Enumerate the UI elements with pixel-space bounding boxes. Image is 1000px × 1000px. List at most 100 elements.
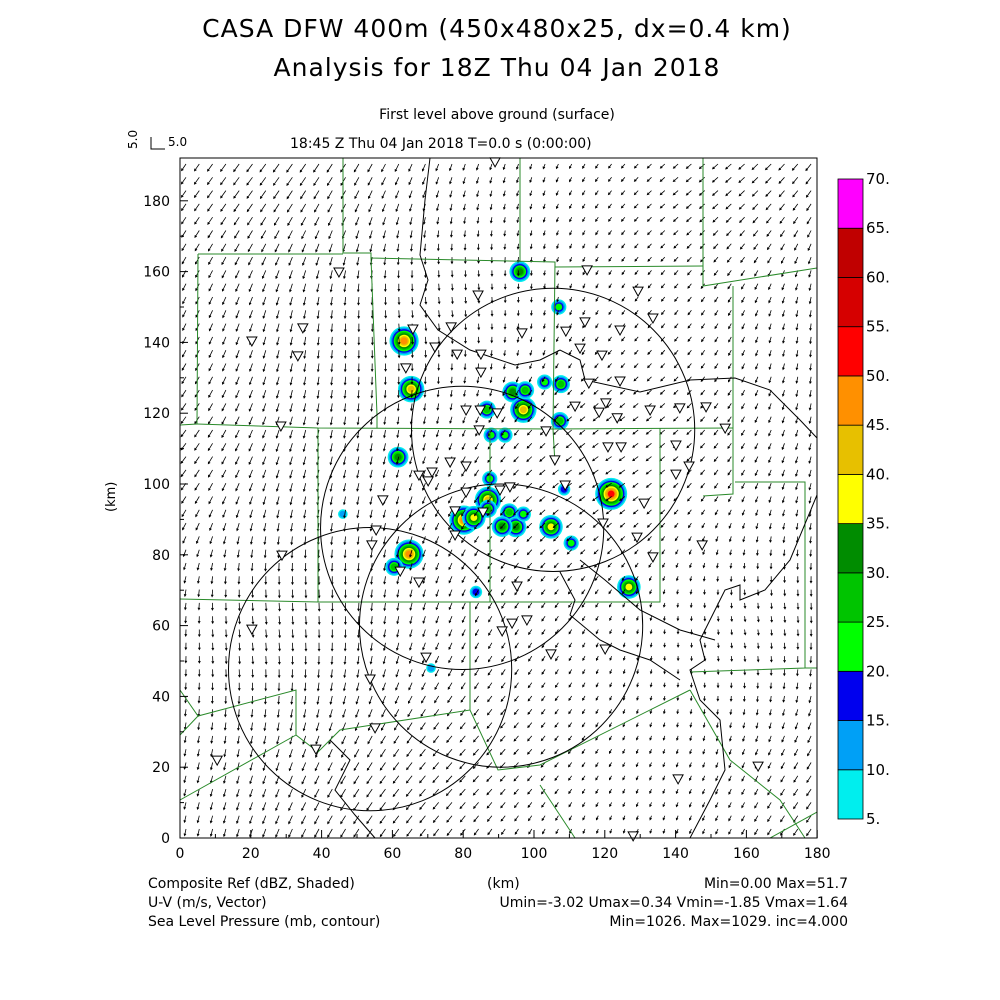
wind-vector [645, 416, 652, 422]
wind-vector-field [180, 163, 813, 838]
wind-vector [755, 323, 759, 330]
wind-vector [618, 456, 626, 462]
station-marker-icon [540, 426, 552, 437]
wind-vector [608, 177, 612, 182]
wind-vector [369, 443, 373, 452]
wind-vector [419, 762, 426, 771]
wind-vector [343, 283, 347, 293]
colorbar-swatch [837, 769, 864, 820]
wind-vector [809, 616, 813, 624]
wind-vector [221, 429, 227, 439]
wind-vector [755, 722, 759, 729]
wind-vector [663, 629, 667, 635]
wind-vector [686, 243, 692, 249]
reflectivity-cell [483, 427, 499, 443]
wind-vector [542, 336, 546, 343]
wind-vector [392, 775, 400, 784]
wind-vector [384, 350, 388, 359]
wind-vector [580, 403, 586, 409]
wind-vector [609, 788, 612, 794]
x-tick-label: 40 [313, 846, 331, 862]
wind-vector [207, 429, 213, 438]
wind-vector [328, 230, 333, 240]
level-label: First level above ground (surface) [379, 107, 615, 123]
wind-vector [660, 270, 666, 276]
wind-vector [662, 788, 666, 794]
reflectivity-contour [505, 508, 513, 516]
wind-vector [503, 310, 507, 317]
reflectivity-contour [407, 385, 415, 393]
wind-vector [742, 709, 746, 716]
wind-vector [276, 323, 280, 333]
wind-vector [502, 163, 506, 171]
wind-vector [595, 788, 599, 794]
wind-vector [342, 682, 346, 692]
wind-vector [445, 762, 453, 770]
wind-vector [274, 243, 280, 253]
wind-vector [566, 416, 572, 422]
wind-vector [207, 443, 213, 452]
wind-vector [674, 349, 679, 356]
wind-vector [647, 270, 652, 276]
wind-vector [330, 296, 333, 306]
wind-vector [754, 443, 759, 450]
wind-vector [605, 469, 612, 475]
wind-vector [445, 775, 453, 783]
wind-vector [222, 336, 227, 345]
wind-vector [660, 363, 666, 369]
wind-vector [340, 828, 346, 838]
wind-vector [674, 283, 679, 289]
wind-vector [434, 682, 440, 690]
wind-vector [770, 589, 773, 597]
wind-vector [806, 815, 812, 823]
wind-vector [435, 509, 440, 518]
wind-vector [489, 203, 493, 211]
wind-vector [408, 682, 413, 691]
wind-vector [676, 629, 680, 635]
wind-vector [634, 562, 639, 568]
wind-vector [396, 230, 400, 239]
wind-vector [780, 788, 785, 796]
wind-vector [278, 629, 282, 639]
wind-vector [500, 536, 506, 543]
wind-vector [291, 656, 294, 665]
wind-vector [755, 749, 759, 756]
wind-vector [635, 762, 639, 768]
wind-vector [556, 256, 559, 263]
wind-vector [301, 762, 307, 772]
wind-vector [194, 429, 200, 438]
wind-vector [410, 350, 414, 359]
wind-vector [702, 749, 706, 755]
wind-vector [619, 496, 626, 501]
wind-vector [755, 735, 759, 743]
wind-vector [355, 709, 360, 718]
wind-vector [261, 270, 267, 279]
wind-vector [672, 216, 679, 222]
wind-vector [343, 576, 347, 586]
wind-vector [567, 576, 573, 582]
wind-vector [635, 576, 639, 582]
wind-vector [568, 363, 573, 369]
wind-vector [196, 815, 200, 824]
wind-vector [421, 163, 426, 172]
wind-vector [259, 177, 267, 186]
wind-vector [224, 682, 228, 691]
wind-vector [288, 775, 293, 785]
wind-vector [380, 735, 386, 745]
wind-vector [646, 203, 652, 209]
wind-vector [409, 576, 413, 585]
wind-vector [742, 562, 746, 570]
wind-vector [672, 456, 679, 462]
wind-vector [649, 722, 653, 728]
wind-vector [464, 283, 468, 291]
wind-vector [795, 695, 799, 703]
wind-vector [662, 749, 666, 755]
wind-vector [727, 296, 732, 303]
wind-vector [396, 243, 400, 252]
wind-vector [459, 815, 466, 823]
wind-vector [689, 709, 693, 715]
wind-vector [770, 629, 774, 637]
wind-vector [262, 389, 267, 399]
wind-vector [382, 509, 386, 519]
wind-vector [609, 669, 612, 675]
